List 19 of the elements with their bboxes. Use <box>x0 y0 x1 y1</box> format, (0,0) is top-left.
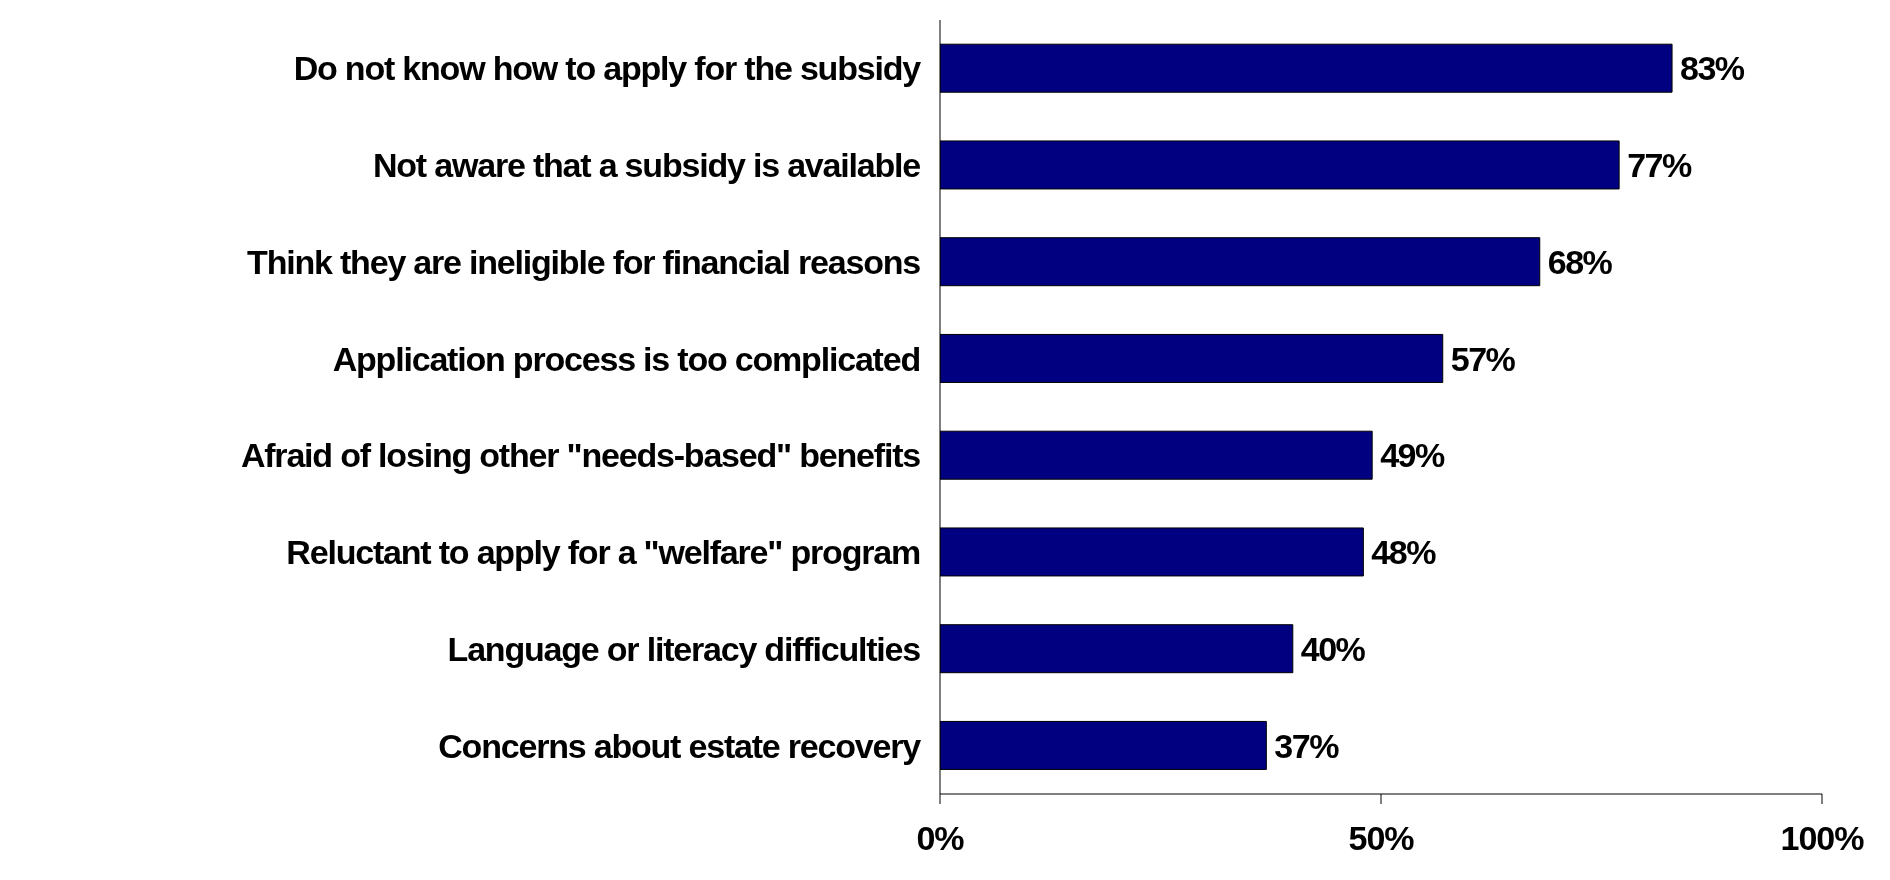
data-label: 49% <box>1380 436 1445 475</box>
y-tick-label: Think they are ineligible for financial reasons <box>247 242 921 281</box>
y-tick-label: Do not know how to apply for the subsidy <box>293 49 922 88</box>
y-tick-label: Not aware that a subsidy is available <box>372 146 921 185</box>
y-tick-label: Language or literacy difficulties <box>447 629 921 668</box>
data-label: 83% <box>1680 49 1745 88</box>
y-tick-label: Application process is too complicated <box>332 339 920 378</box>
x-tick-label: 100% <box>1780 819 1865 858</box>
data-label: 68% <box>1547 242 1613 281</box>
y-tick-label: Concerns about estate recovery <box>438 726 922 765</box>
y-tick-label: Reluctant to apply for a "welfare" program <box>286 533 920 572</box>
x-tick-label: 50% <box>1348 819 1415 858</box>
y-tick-label: Afraid of losing other "needs-based" benefits <box>240 436 921 475</box>
data-label: 48% <box>1371 533 1437 572</box>
data-label: 77% <box>1627 146 1692 185</box>
data-label: 40% <box>1300 629 1366 668</box>
x-tick-label: 0% <box>916 819 965 858</box>
data-label: 37% <box>1274 726 1340 765</box>
data-label: 57% <box>1450 339 1516 378</box>
